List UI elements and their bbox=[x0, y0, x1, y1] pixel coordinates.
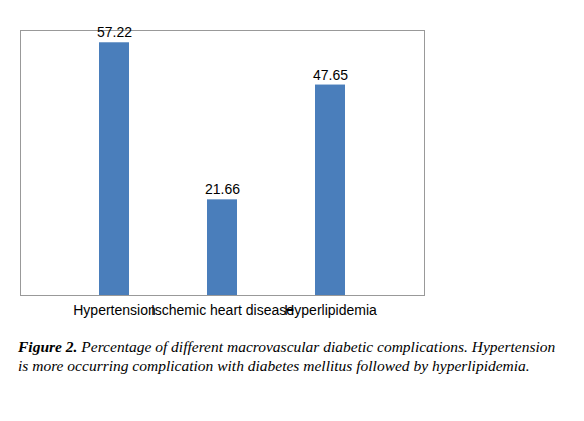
svg-text:47.65: 47.65 bbox=[313, 67, 348, 83]
svg-text:21.66: 21.66 bbox=[205, 181, 240, 197]
svg-text:57.22: 57.22 bbox=[97, 24, 132, 40]
svg-text:Hyperlipidemia: Hyperlipidemia bbox=[284, 302, 377, 318]
svg-text:Hypertension: Hypertension bbox=[73, 302, 156, 318]
html-text:Figure 2. Percentage of differ: Figure 2. Percentage of different macrov… bbox=[18, 338, 556, 375]
svg-text:Ischemic heart disease: Ischemic heart disease bbox=[151, 302, 294, 318]
